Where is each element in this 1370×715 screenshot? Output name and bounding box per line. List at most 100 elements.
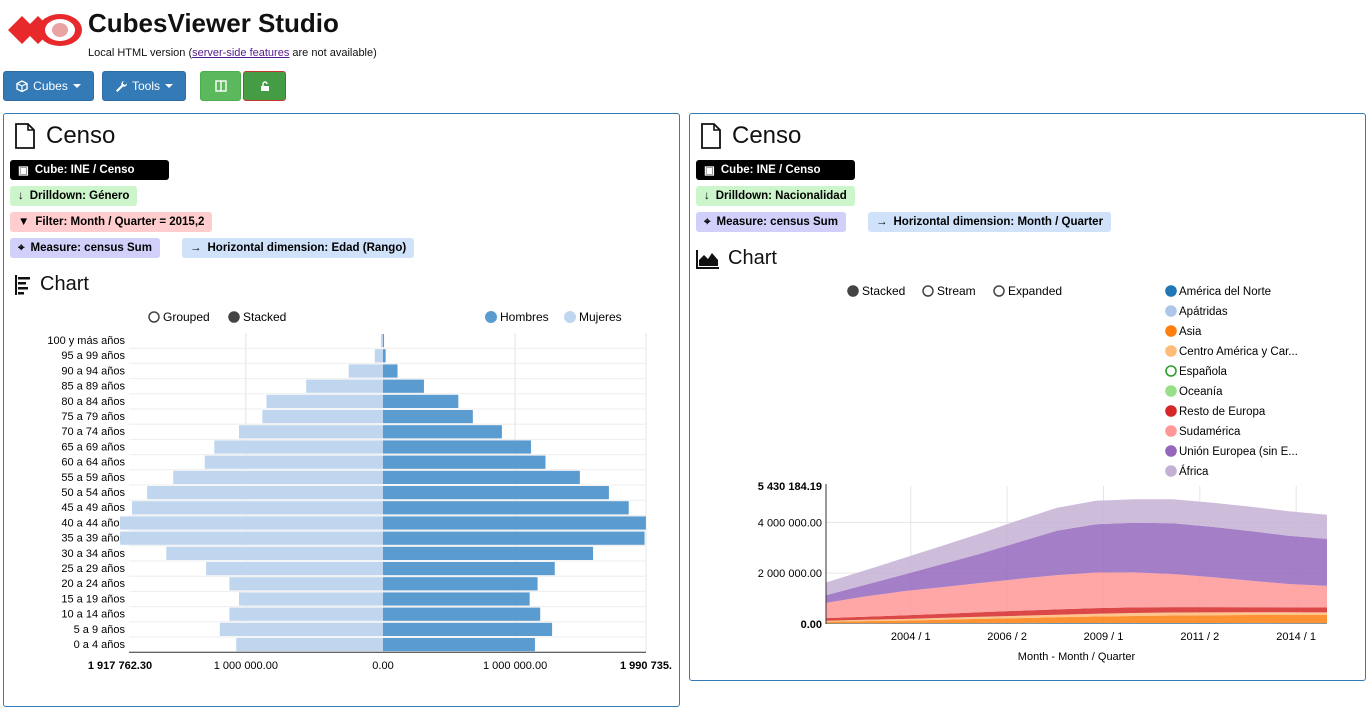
legend-dot[interactable]	[1165, 305, 1177, 317]
mode-label-stacked[interactable]: Stacked	[862, 284, 905, 298]
measure-tag[interactable]: ⌖ Measure: census Sum	[10, 238, 160, 258]
drilldown-tag[interactable]: ↓ Drilldown: Nacionalidad	[696, 186, 855, 206]
drilldown-tag[interactable]: ↓ Drilldown: Género	[10, 186, 138, 206]
bar-hombres[interactable]	[383, 455, 546, 469]
bar-hombres[interactable]	[383, 410, 473, 424]
legend-dot[interactable]	[1165, 425, 1177, 437]
bar-mujeres[interactable]	[306, 379, 383, 393]
cube-tag[interactable]: ▣ Cube: INE / Censo	[10, 160, 169, 180]
legend-dot[interactable]	[1165, 465, 1177, 477]
bar-hombres[interactable]	[383, 531, 645, 545]
bar-mujeres[interactable]	[239, 592, 383, 606]
bar-hombres[interactable]	[383, 638, 535, 652]
legend-label[interactable]: Sudamérica	[1179, 426, 1241, 438]
unlock-button[interactable]	[243, 71, 286, 101]
mode-label-grouped[interactable]: Grouped	[163, 310, 210, 324]
legend-dot[interactable]	[1165, 405, 1177, 417]
bar-mujeres[interactable]	[348, 364, 383, 378]
legend-label[interactable]: Unión Europea (sin E...	[1179, 446, 1298, 458]
bar-mujeres[interactable]	[132, 501, 383, 515]
mode-label-stream[interactable]: Stream	[937, 284, 976, 298]
legend-label[interactable]: Asia	[1179, 326, 1202, 338]
legend-label[interactable]: África	[1179, 465, 1209, 478]
area-series[interactable]	[826, 612, 1327, 622]
legend-dot[interactable]	[1165, 325, 1177, 337]
horizontal-dimension-tag[interactable]: → Horizontal dimension: Edad (Rango)	[182, 238, 415, 258]
bar-mujeres[interactable]	[229, 577, 383, 591]
bar-mujeres[interactable]	[166, 546, 383, 560]
bar-hombres[interactable]	[383, 394, 459, 408]
area-series[interactable]	[826, 614, 1327, 624]
bar-hombres[interactable]	[383, 364, 398, 378]
x-tick-label: 1 000 000.00	[214, 660, 278, 672]
measure-tag[interactable]: ⌖ Measure: census Sum	[696, 212, 846, 232]
mode-label-expanded[interactable]: Expanded	[1008, 284, 1062, 298]
mode-radio-stacked[interactable]	[228, 311, 240, 323]
bar-mujeres[interactable]	[229, 607, 383, 621]
bar-mujeres[interactable]	[173, 470, 383, 484]
bar-hombres[interactable]	[383, 501, 629, 515]
legend-dot[interactable]	[1165, 345, 1177, 357]
bar-mujeres[interactable]	[380, 334, 383, 348]
two-column-layout-button[interactable]	[200, 71, 241, 101]
area-series[interactable]	[826, 522, 1327, 603]
bar-hombres[interactable]	[383, 470, 580, 484]
horizontal-dimension-tag[interactable]: → Horizontal dimension: Month / Quarter	[868, 212, 1112, 232]
legend-label[interactable]: Apátridas	[1179, 306, 1228, 318]
legend-label-mujeres[interactable]: Mujeres	[579, 310, 622, 324]
bar-mujeres[interactable]	[147, 486, 383, 500]
bar-hombres[interactable]	[383, 607, 541, 621]
legend-dot-hombres[interactable]	[485, 311, 497, 323]
legend-dot-mujeres[interactable]	[564, 311, 576, 323]
cubes-menu-button[interactable]: Cubes	[3, 71, 94, 101]
bar-mujeres[interactable]	[239, 425, 383, 439]
area-series[interactable]	[826, 623, 1327, 624]
legend-label[interactable]: Oceanía	[1179, 386, 1223, 398]
legend-label[interactable]: América del Norte	[1179, 286, 1271, 298]
category-label: 45 a 49 años	[61, 502, 125, 514]
area-series[interactable]	[826, 499, 1327, 596]
bar-mujeres[interactable]	[204, 455, 383, 469]
legend-label[interactable]: Española	[1179, 366, 1228, 378]
bar-hombres[interactable]	[383, 349, 386, 363]
bar-hombres[interactable]	[383, 592, 530, 606]
bar-hombres[interactable]	[383, 379, 424, 393]
bar-mujeres[interactable]	[120, 531, 383, 545]
mode-radio-stream[interactable]	[922, 285, 934, 297]
bar-hombres[interactable]	[383, 440, 531, 454]
bar-hombres[interactable]	[383, 334, 385, 348]
mode-radio-expanded[interactable]	[993, 285, 1005, 297]
mode-label-stacked[interactable]: Stacked	[243, 310, 286, 324]
bar-mujeres[interactable]	[262, 410, 383, 424]
bar-hombres[interactable]	[383, 562, 555, 576]
bar-hombres[interactable]	[383, 425, 502, 439]
legend-label[interactable]: Centro América y Car...	[1179, 346, 1298, 358]
cubes-menu-label: Cubes	[33, 79, 68, 93]
bar-mujeres[interactable]	[374, 349, 383, 363]
bar-mujeres[interactable]	[214, 440, 383, 454]
mode-radio-grouped[interactable]	[148, 311, 160, 323]
tools-menu-button[interactable]: Tools	[102, 71, 186, 101]
area-series[interactable]	[826, 572, 1327, 619]
bar-mujeres[interactable]	[236, 638, 383, 652]
legend-dot[interactable]	[1165, 385, 1177, 397]
mode-radio-stacked[interactable]	[847, 285, 859, 297]
filter-tag[interactable]: ▼ Filter: Month / Quarter = 2015,2	[10, 212, 213, 232]
bar-mujeres[interactable]	[219, 622, 383, 636]
legend-dot[interactable]	[1165, 365, 1177, 377]
server-side-features-link[interactable]: server-side features	[192, 47, 290, 59]
legend-dot[interactable]	[1165, 285, 1177, 297]
bar-mujeres[interactable]	[266, 394, 383, 408]
bar-hombres[interactable]	[383, 622, 553, 636]
legend-dot[interactable]	[1165, 445, 1177, 457]
bar-hombres[interactable]	[383, 486, 609, 500]
bar-mujeres[interactable]	[206, 562, 383, 576]
bar-hombres[interactable]	[383, 577, 538, 591]
bar-mujeres[interactable]	[120, 516, 384, 530]
area-series[interactable]	[826, 607, 1327, 621]
legend-label-hombres[interactable]: Hombres	[500, 310, 549, 324]
bar-hombres[interactable]	[383, 546, 594, 560]
legend-label[interactable]: Resto de Europa	[1179, 406, 1266, 418]
cube-tag[interactable]: ▣ Cube: INE / Censo	[696, 160, 855, 180]
bar-hombres[interactable]	[383, 516, 646, 530]
